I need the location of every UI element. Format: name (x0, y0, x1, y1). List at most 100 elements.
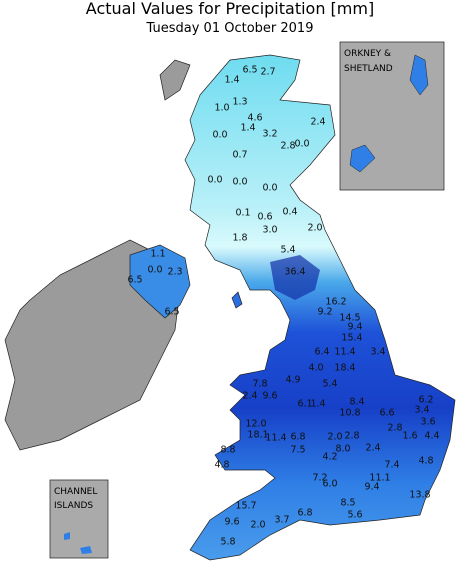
hebrides (159, 59, 191, 101)
station-value: 7.4 (384, 460, 399, 471)
station-value: 0.6 (257, 212, 272, 223)
station-value: 6.4 (314, 347, 329, 358)
station-value: 2.4 (310, 117, 325, 128)
station-value: 4.9 (285, 375, 300, 386)
inset-label: SHETLAND (344, 64, 393, 74)
station-value: 8.8 (220, 445, 235, 456)
station-value: 0.0 (294, 139, 309, 150)
station-value: 3.4 (370, 347, 385, 358)
title: Actual Values for Precipitation [mm] (86, 0, 374, 18)
station-value: 36.4 (284, 267, 305, 278)
station-value: 9.2 (317, 307, 332, 318)
heavy-rain-area (270, 255, 320, 300)
station-value: 0.0 (147, 265, 162, 276)
station-value: 1.4 (224, 75, 239, 86)
isle-of-man (231, 291, 243, 309)
station-value: 3.2 (262, 129, 277, 140)
station-value: 1.0 (214, 103, 229, 114)
station-value: 1.3 (232, 97, 247, 108)
station-value: 12.0 (245, 419, 266, 430)
inset-label: CHANNEL (54, 487, 97, 497)
shetland (409, 54, 429, 96)
station-value: 3.6 (420, 417, 435, 428)
station-value: 9.6 (262, 391, 277, 402)
station-value: 6.6 (379, 408, 394, 419)
station-value: 4.8 (214, 460, 229, 471)
station-value: 5.6 (347, 510, 362, 521)
station-value: 0.0 (212, 130, 227, 141)
station-value: 4.0 (308, 363, 323, 374)
station-value: 18.1 (247, 430, 268, 441)
station-value: 4.2 (322, 452, 337, 463)
station-value: 2.8 (344, 431, 359, 442)
station-value: 6.0 (322, 479, 337, 490)
station-value: 11.4 (334, 347, 355, 358)
station-value: 3.4 (414, 405, 429, 416)
station-value: 2.8 (280, 141, 295, 152)
station-value: 6.8 (290, 432, 305, 443)
station-value: 0.0 (207, 175, 222, 186)
station-value: 1.4 (240, 123, 255, 134)
station-value: 8.5 (340, 498, 355, 509)
station-value: 2.0 (250, 520, 265, 531)
station-value: 0.1 (235, 208, 250, 219)
station-value: 0.0 (232, 177, 247, 188)
station-value: 2.0 (307, 223, 322, 234)
inset-label: ISLANDS (54, 501, 93, 511)
station-value: 4.8 (418, 456, 433, 467)
station-value: 6.8 (297, 508, 312, 519)
station-value: 18.4 (334, 363, 355, 374)
station-value: 6.5 (164, 307, 179, 318)
station-value: 2.4 (365, 443, 380, 454)
station-value: 5.8 (220, 537, 235, 548)
station-value: 2.3 (167, 267, 182, 278)
station-value: 9.4 (347, 322, 362, 333)
station-value: 8.4 (349, 397, 364, 408)
station-value: 2.4 (242, 391, 257, 402)
ireland (4, 239, 181, 451)
station-value: 2.8 (387, 423, 402, 434)
station-value: 10.8 (339, 408, 360, 419)
station-value: 9.6 (224, 517, 239, 528)
station-value: 1.8 (232, 233, 247, 244)
station-value: 7.5 (290, 445, 305, 456)
station-value: 1.1 (150, 249, 165, 260)
station-value: 6.2 (418, 395, 433, 406)
station-value: 2.7 (260, 67, 275, 78)
station-value: 13.8 (409, 490, 430, 501)
station-value: 1.6 (402, 431, 417, 442)
station-value: 0.7 (232, 150, 247, 161)
inset-label: ORKNEY & (344, 49, 391, 59)
jersey (80, 546, 92, 554)
station-value: 15.4 (341, 333, 362, 344)
station-value: 0.0 (262, 183, 277, 194)
station-value: 7.8 (252, 379, 267, 390)
inset-channel-islands (49, 479, 109, 559)
station-value: 14.5 (339, 313, 360, 324)
station-value: 8.0 (335, 444, 350, 455)
station-value: 11.4 (265, 433, 286, 444)
station-value: 6.5 (242, 65, 257, 76)
station-value: 1.4 (310, 399, 325, 410)
great-britain (184, 54, 456, 561)
station-value: 6.1 (297, 399, 312, 410)
station-value: 9.4 (364, 482, 379, 493)
station-value: 2.0 (327, 432, 342, 443)
station-value: 5.4 (322, 379, 337, 390)
station-value: 7.2 (312, 473, 327, 484)
station-value: 15.7 (235, 501, 256, 512)
station-value: 3.0 (262, 225, 277, 236)
subtitle: Tuesday 01 October 2019 (146, 21, 314, 36)
station-value: 0.4 (282, 207, 297, 218)
guernsey (64, 532, 70, 540)
station-value: 4.4 (424, 431, 439, 442)
northern-ireland (129, 244, 191, 319)
station-value: 6.5 (127, 275, 142, 286)
station-value: 4.6 (247, 113, 262, 124)
orkney (349, 144, 376, 173)
station-value: 16.2 (325, 297, 346, 308)
station-value: 11.1 (369, 473, 390, 484)
station-value: 5.4 (280, 245, 295, 256)
station-value: 3.7 (274, 515, 289, 526)
